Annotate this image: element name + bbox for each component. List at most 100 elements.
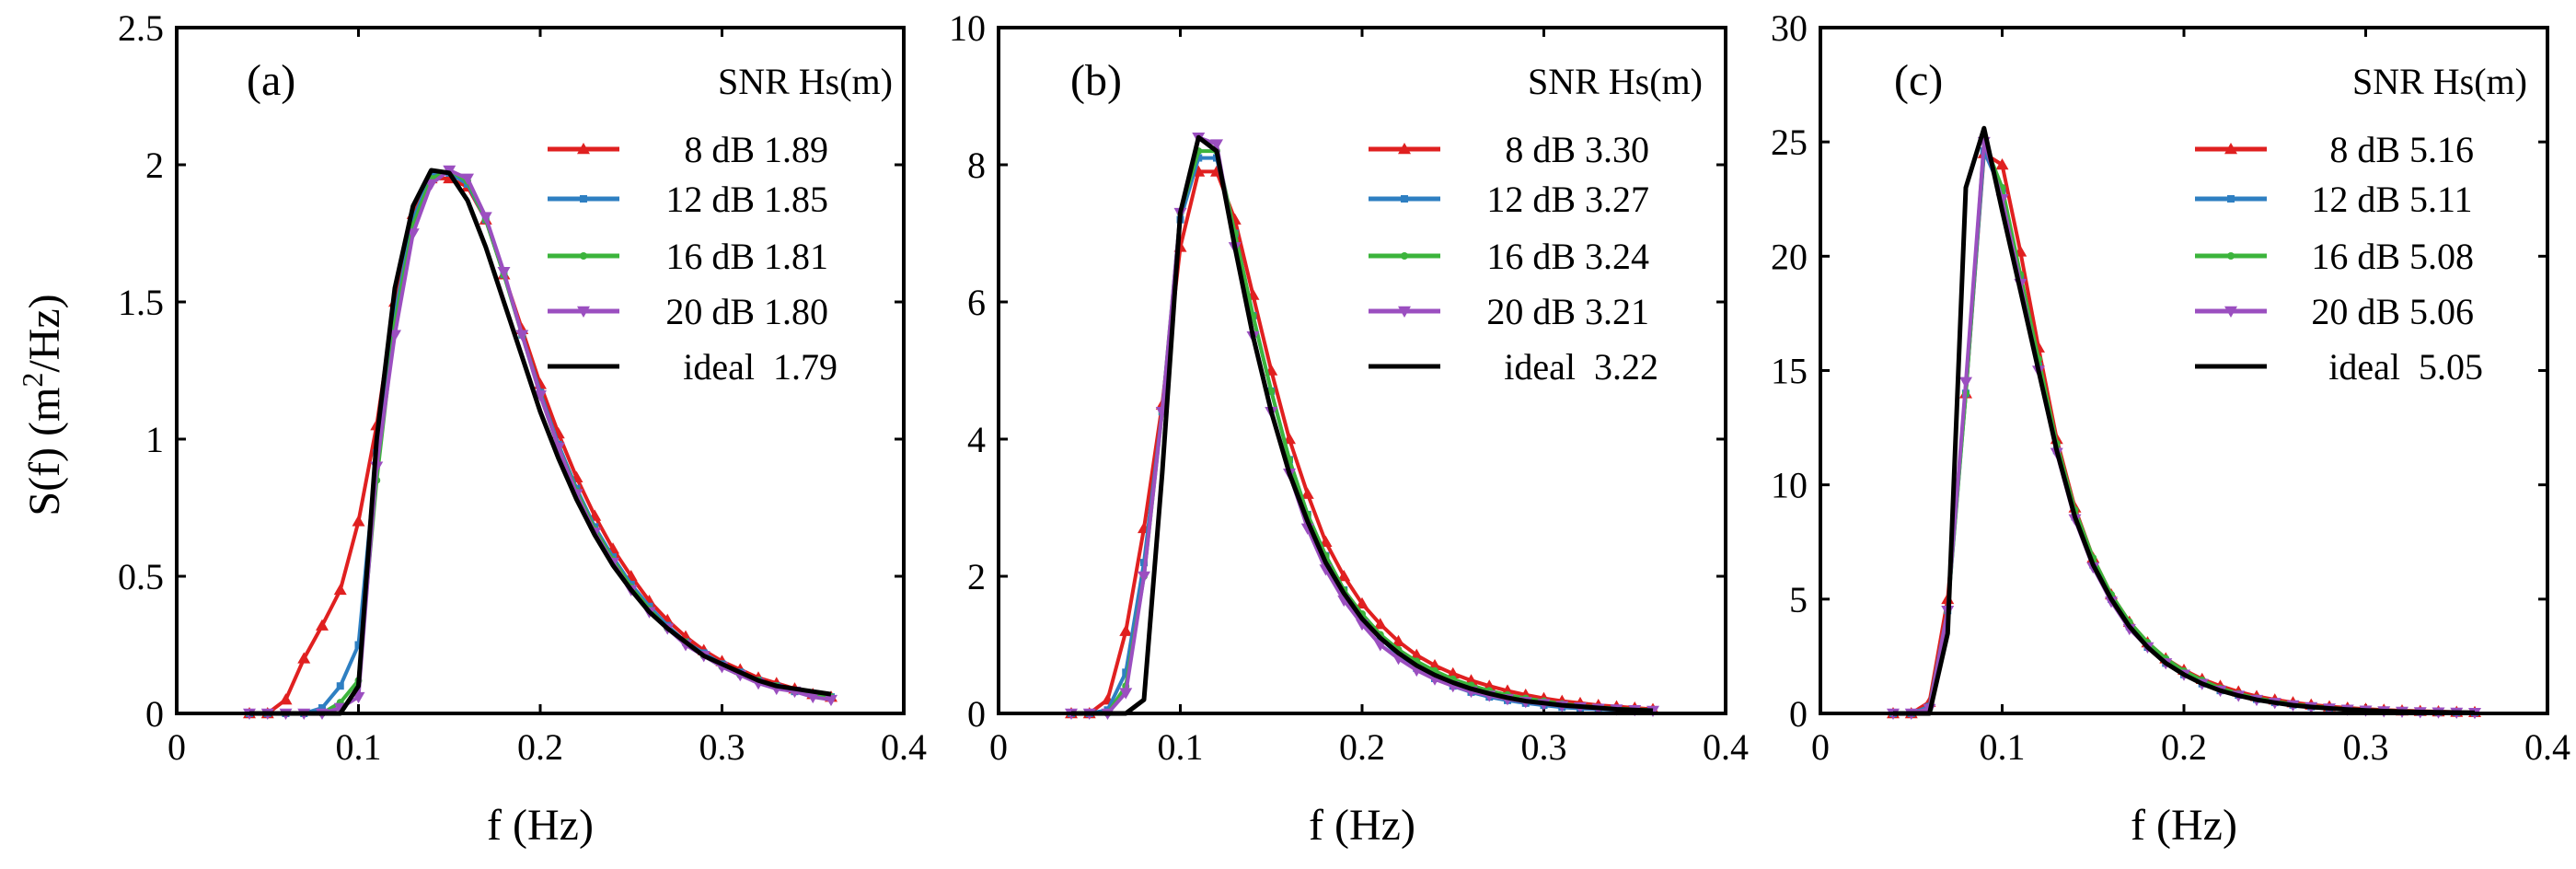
x-tick-label: 0.4	[1703, 726, 1749, 768]
data-point	[406, 228, 420, 240]
legend-entry-12db: 12 dB 5.11	[2195, 179, 2473, 220]
y-tick-label: 6	[967, 282, 986, 323]
legend-entry-12db: 12 dB 3.27	[1369, 179, 1649, 220]
legend-hs: 3.30	[1585, 129, 1649, 170]
data-point	[1392, 634, 1405, 647]
data-point	[515, 330, 529, 342]
panel-a-marks: 0 0.1 0.2 0.3 0.4 0 0.5 1 1.5 2 2.5	[118, 7, 927, 768]
legend-entry-8db: 8 dB 1.89	[548, 129, 828, 170]
legend-hs: 1.79	[764, 346, 837, 388]
data-point	[336, 682, 344, 690]
legend-hs: 3.22	[1585, 346, 1658, 388]
y-tick-label: 2	[145, 145, 164, 186]
data-point	[806, 691, 820, 704]
panel-b-axes-box	[997, 26, 1727, 715]
legend-snr: 20 dB	[665, 291, 755, 332]
panel-b-label: (b)	[1070, 56, 1122, 105]
y-tick-label: 0	[1789, 693, 1808, 735]
panel-c-x-axis-label: f (Hz)	[2131, 801, 2237, 850]
x-tick-label: 0.3	[1521, 726, 1567, 768]
legend-snr: 8 dB	[1496, 129, 1576, 170]
data-point	[1122, 668, 1130, 677]
series-line-16db	[1893, 140, 2476, 715]
legend-hs: 3.21	[1585, 291, 1649, 332]
legend-hs: 1.85	[764, 179, 828, 220]
data-point	[497, 266, 511, 279]
legend-snr: 8 dB	[2320, 129, 2400, 170]
legend-entry-20db: 20 dB 3.21	[1369, 291, 1649, 332]
data-point	[318, 704, 326, 713]
legend-entry-20db: 20 dB 1.80	[548, 291, 828, 332]
legend-header: SNR Hs(m)	[718, 61, 893, 102]
panel-c-marks: 0 0.1 0.2 0.3 0.4 0 5 10 15 20 25 30	[1771, 7, 2570, 768]
y-tick-label: 20	[1771, 236, 1808, 277]
legend-entry-ideal: ideal 1.79	[548, 346, 837, 388]
x-tick-label: 0.1	[1980, 726, 2026, 768]
panel-c: 0 0.1 0.2 0.3 0.4 0 5 10 15 20 25 30 (c) f (Hz) SNR…	[1771, 7, 2570, 850]
panel-b: 0 0.1 0.2 0.3 0.4 0 2 4 6 8 10 (b) f (Hz) SNR Hs(m…	[949, 7, 1749, 850]
x-tick-label: 0.4	[881, 726, 927, 768]
legend-snr: ideal	[1504, 346, 1576, 388]
x-tick-label: 0.1	[336, 726, 382, 768]
legend-snr: 12 dB	[2311, 179, 2400, 220]
legend-snr: 16 dB	[665, 236, 755, 277]
legend-snr: 16 dB	[2311, 236, 2400, 277]
x-tick-label: 0	[167, 726, 186, 768]
data-point	[1138, 571, 1150, 583]
data-point	[1300, 487, 1314, 499]
panel-b-legend: SNR Hs(m) 8 dB 3.30 12 dB 3.27 16 dB 3.2…	[1369, 61, 1703, 388]
data-point	[1210, 139, 1223, 151]
x-tick-label: 0	[1811, 726, 1830, 768]
y-tick-label: 30	[1771, 7, 1808, 49]
data-point	[1119, 688, 1133, 700]
panel-a-label: (a)	[247, 56, 295, 105]
panel-b-x-axis-label: f (Hz)	[1309, 801, 1415, 850]
y-axis-label-sup: 2	[16, 373, 49, 388]
legend-snr: 12 dB	[665, 179, 755, 220]
y-tick-label: 0.5	[118, 556, 164, 597]
x-tick-label: 0.3	[699, 726, 745, 768]
panel-a-legend: SNR Hs(m) 8 dB 1.89 12 dB 1.85 16 dB 1.8…	[548, 61, 893, 388]
y-tick-label: 1	[145, 419, 164, 460]
panel-a-x-axis-label: f (Hz)	[487, 801, 594, 850]
data-point	[279, 693, 293, 705]
legend-header: SNR Hs(m)	[1528, 61, 1703, 102]
legend-entry-8db: 8 dB 5.16	[2195, 129, 2474, 170]
data-point	[825, 694, 837, 707]
y-tick-label: 5	[1789, 579, 1808, 620]
legend-header: SNR Hs(m)	[2352, 61, 2527, 102]
x-tick-label: 0.2	[2161, 726, 2207, 768]
legend-hs: 1.81	[764, 236, 828, 277]
data-point	[1195, 154, 1203, 162]
legend-hs: 1.89	[764, 129, 828, 170]
y-tick-label: 10	[1771, 465, 1808, 506]
y-axis-label-main: S(f) (m	[20, 388, 69, 516]
legend-entry-16db: 16 dB 5.08	[2195, 236, 2474, 277]
panel-c-axes-box	[1819, 26, 2549, 715]
series-line-20db	[1893, 140, 2476, 715]
data-point	[1337, 570, 1351, 582]
y-tick-label: 4	[967, 419, 986, 460]
series-line-ideal	[1071, 134, 1654, 716]
x-tick-label: 0.1	[1158, 726, 1204, 768]
data-point	[1267, 387, 1276, 395]
panel-c-label: (c)	[1894, 56, 1943, 105]
y-tick-label: 2	[967, 556, 986, 597]
legend-snr: 20 dB	[2311, 291, 2400, 332]
y-tick-label: 0	[967, 693, 986, 735]
legend-hs: 3.24	[1585, 236, 1649, 277]
data-point	[534, 390, 547, 402]
legend-snr: 16 dB	[1486, 236, 1576, 277]
data-point	[1119, 624, 1133, 636]
y-tick-label: 10	[949, 7, 986, 49]
legend-hs: 5.08	[2409, 236, 2474, 277]
data-point	[333, 583, 347, 596]
data-point	[1356, 597, 1369, 609]
data-point	[354, 641, 363, 649]
legend-hs: 5.11	[2409, 179, 2473, 220]
panel-a-axes-box	[175, 26, 906, 715]
data-point	[297, 652, 311, 664]
legend-snr: ideal	[2328, 346, 2400, 388]
y-tick-label: 25	[1771, 122, 1808, 163]
